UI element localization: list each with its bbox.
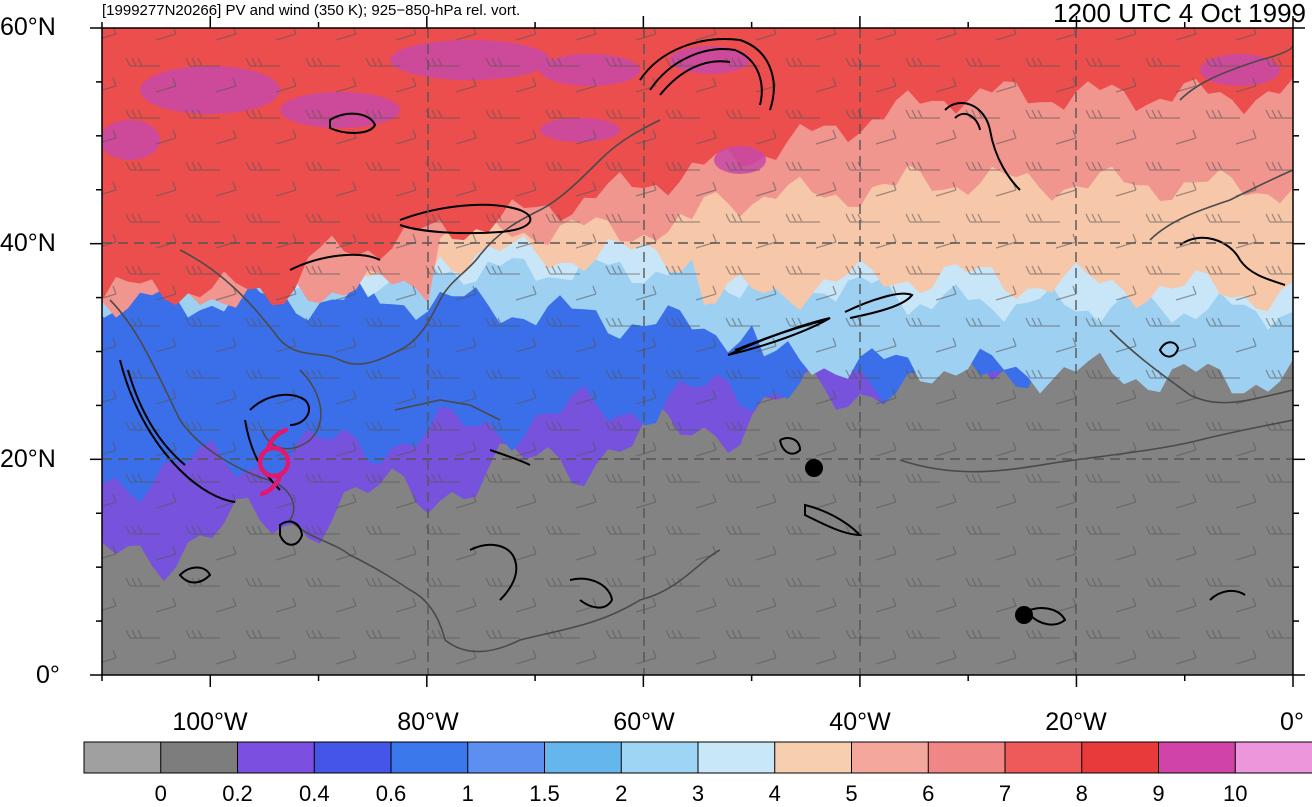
colorbar-tick-label: 1.5 [529,781,560,806]
colorbar-swatch [237,741,316,774]
colorbar-tick-label: 8 [1075,781,1088,806]
colorbar-tick-label: 0.2 [222,781,253,806]
colorbar-tick-label: 0.4 [299,781,330,806]
colorbar-tick-label: 3 [691,781,705,806]
lon-label-0: 0° [1280,708,1304,736]
colorbar-swatch [1234,741,1312,774]
colorbar-tick-label: 6 [922,781,935,806]
lon-label-20w: 20°W [1045,708,1107,736]
colorbar-swatch [851,741,930,774]
map-title-right: 1200 UTC 4 Oct 1999 [1053,0,1306,28]
marker-dot [1015,606,1033,624]
colorbar-swatch [390,741,469,774]
colorbar-swatch [927,741,1006,774]
wind-barbs [102,28,1293,675]
colorbar-swatch [1004,741,1083,774]
colorbar-swatch [620,741,699,774]
lon-label-60w: 60°W [613,708,675,736]
colorbar-tick-label: 4 [768,781,781,806]
colorbar-tick-label: 0 [154,781,167,806]
colorbar-tick-label: 7 [998,781,1012,806]
lon-label-80w: 80°W [397,708,459,736]
colorbar-tick-label: 9 [1152,781,1165,806]
colorbar-swatch [774,741,853,774]
lon-label-100w: 100°W [172,708,248,736]
colorbar-tick-label: 0.6 [375,781,407,806]
axis-ticks [90,16,1305,687]
colorbar-swatch [160,741,239,774]
pv-field [102,28,1293,675]
colorbar-swatch [313,741,392,774]
tropical-cyclone-icon [257,427,291,497]
grid-lines [102,28,1293,675]
colorbar-swatch [697,741,776,774]
colorbar-tick-label: 5 [845,781,858,806]
colorbar-swatch [1158,741,1237,774]
map-title-left: [1999277N20266] PV and wind (350 K); 925… [102,2,521,19]
lat-label-60n: 60°N [0,13,56,41]
lat-label-0: 0° [36,661,60,689]
colorbar-tick-label: 1 [461,781,474,806]
coastlines [109,44,1293,653]
colorbar-swatch [544,741,623,774]
colorbar-swatch [467,741,546,774]
colorbar [83,741,1312,774]
marker-dot [805,459,823,477]
lat-label-20n: 20°N [0,445,56,473]
colorbar-tick-label: 2 [615,781,628,806]
colorbar-swatch [1081,741,1160,774]
vorticity-contours [119,38,1286,626]
colorbar-tick-label: 10 [1223,781,1248,806]
lon-label-40w: 40°W [829,708,891,736]
lat-label-40n: 40°N [0,229,56,257]
colorbar-swatch [83,741,162,774]
